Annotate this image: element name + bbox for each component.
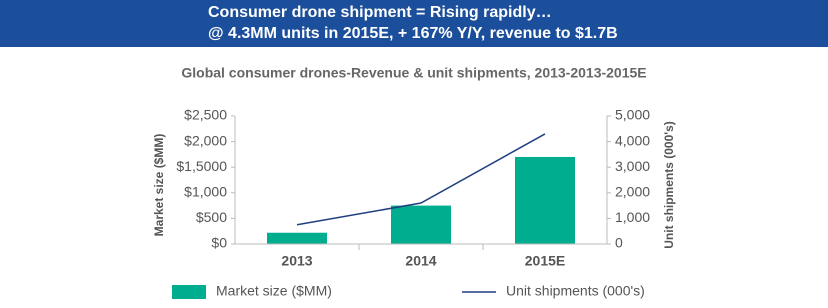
header-line: @ 4.3MM units in 2015E, + 167% Y/Y, reve… <box>208 25 618 42</box>
bar <box>515 156 575 244</box>
legend-label: Market size ($MM) <box>216 283 332 299</box>
x-tick-label: 2013 <box>281 253 312 269</box>
y2-tick-label: 5,000 <box>615 107 650 123</box>
header-banner <box>0 0 828 47</box>
y-tick-label: $500 <box>196 209 227 225</box>
y-tick-label: $0 <box>211 235 227 251</box>
line <box>296 133 546 226</box>
y2-tick-label: 0 <box>615 235 623 251</box>
y2-tick-label: 4,000 <box>615 132 650 148</box>
bar <box>391 205 451 244</box>
legend-label: Unit shipments (000's) <box>506 283 645 299</box>
y-tick-label: $2,500 <box>184 107 227 123</box>
y-tick-label: $1,000 <box>184 184 227 200</box>
x-tick-label: 2015E <box>525 253 565 269</box>
y2-tick-label: 2,000 <box>615 184 650 200</box>
y-tick-label: $2,000 <box>184 132 227 148</box>
bar <box>267 232 327 244</box>
y2-tick-label: 3,000 <box>615 158 650 174</box>
x-tick-label: 2014 <box>405 253 436 269</box>
y-axis-title: Market size ($MM) <box>152 134 166 237</box>
y2-axis-title: Unit shipments (000's) <box>662 121 676 249</box>
header-line: Consumer drone shipment = Rising rapidly… <box>208 4 552 21</box>
y-tick-label: $1,5000 <box>176 158 227 174</box>
legend-swatch <box>172 285 206 299</box>
chart-title: Global consumer drones-Revenue & unit sh… <box>181 65 646 81</box>
y2-tick-label: 1,000 <box>615 209 650 225</box>
